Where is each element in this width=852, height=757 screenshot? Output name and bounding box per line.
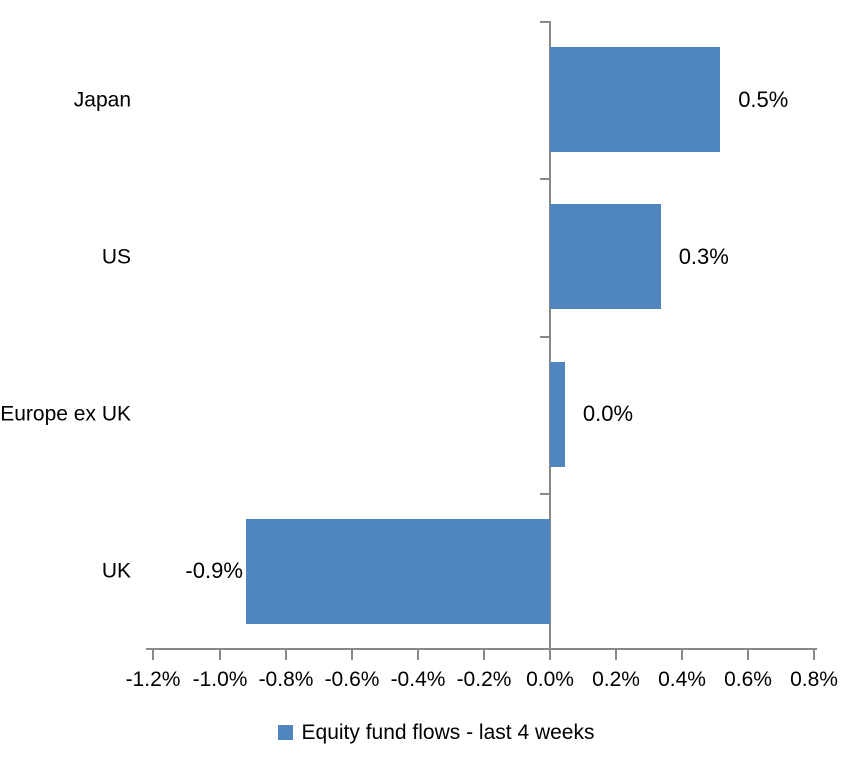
bar-value-label: -0.9% [185, 558, 243, 583]
x-tick-label: 0.8% [790, 668, 838, 691]
legend: Equity fund flows - last 4 weeks [0, 719, 852, 745]
x-tick-label: 0.0% [526, 668, 574, 691]
x-tick-label: -1.0% [192, 668, 248, 691]
x-tick-label: -0.4% [390, 668, 446, 691]
bar-us [550, 204, 661, 309]
category-tick [540, 336, 549, 338]
category-tick [540, 178, 549, 180]
x-axis-tick [615, 648, 617, 660]
x-axis-tick [417, 648, 419, 660]
x-tick-label: -0.6% [324, 668, 380, 691]
bar-value-label: 0.0% [582, 401, 634, 426]
x-axis-tick [152, 648, 154, 660]
x-tick-label: 0.2% [592, 668, 640, 691]
x-tick-label: 0.4% [658, 668, 706, 691]
x-axis-tick [285, 648, 287, 660]
category-label: UK [101, 559, 131, 583]
bar-uk [245, 519, 550, 624]
category-label: Europe ex UK [0, 402, 131, 426]
x-axis-tick [351, 648, 353, 660]
category-tick [540, 493, 549, 495]
x-axis-tick [747, 648, 749, 660]
x-tick-label: 0.6% [724, 668, 772, 691]
x-axis-tick [813, 648, 815, 660]
bar-japan [550, 47, 721, 152]
bar-value-label: 0.3% [678, 244, 729, 269]
x-axis-line [146, 648, 817, 650]
category-label: US [101, 245, 131, 269]
x-tick-label: -1.2% [125, 668, 181, 691]
x-tick-label: -0.8% [258, 668, 314, 691]
x-axis-tick [483, 648, 485, 660]
bar-value-label: 0.5% [738, 87, 789, 112]
zero-axis-line [549, 21, 551, 650]
category-tick [540, 21, 549, 23]
x-axis-tick [219, 648, 221, 660]
category-label: Japan [73, 88, 131, 112]
bar-europe-ex-uk [550, 362, 565, 467]
legend-swatch-icon [277, 724, 293, 740]
legend-label: Equity fund flows - last 4 weeks [301, 720, 595, 744]
x-axis-tick [549, 648, 551, 660]
x-axis-tick [681, 648, 683, 660]
x-tick-label: -0.2% [456, 668, 512, 691]
